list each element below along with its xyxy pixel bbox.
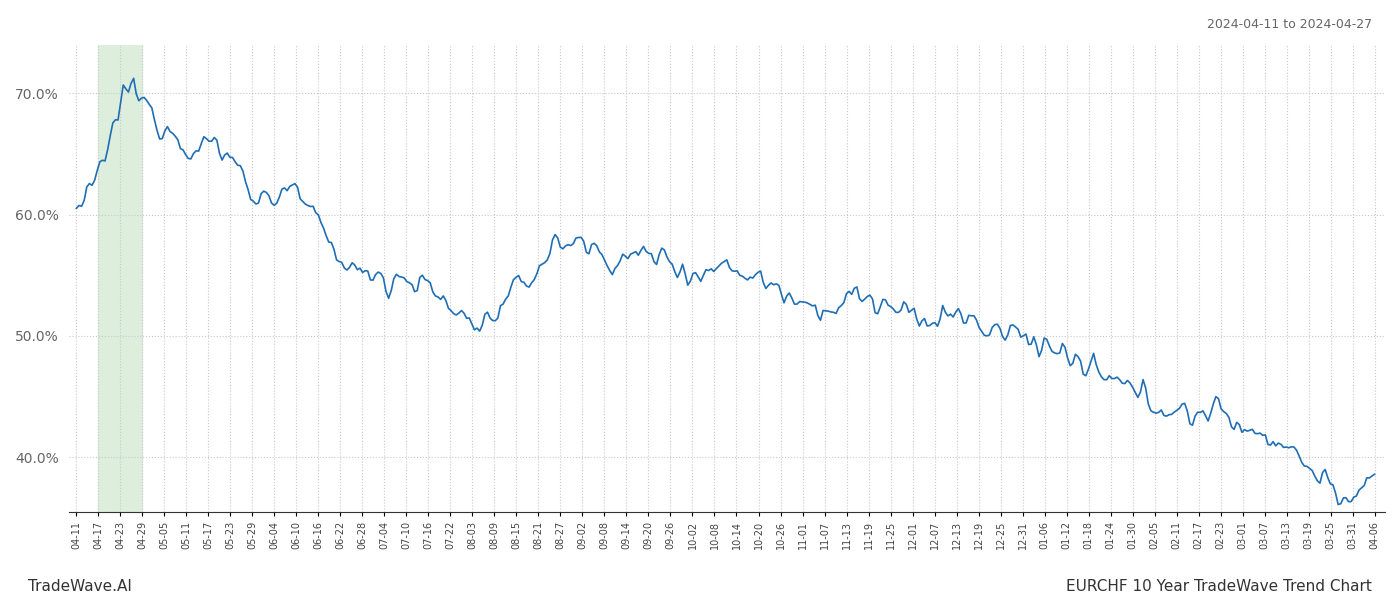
Text: EURCHF 10 Year TradeWave Trend Chart: EURCHF 10 Year TradeWave Trend Chart	[1067, 579, 1372, 594]
Text: TradeWave.AI: TradeWave.AI	[28, 579, 132, 594]
Bar	[98, 45, 143, 512]
Text: 2024-04-11 to 2024-04-27: 2024-04-11 to 2024-04-27	[1207, 18, 1372, 31]
